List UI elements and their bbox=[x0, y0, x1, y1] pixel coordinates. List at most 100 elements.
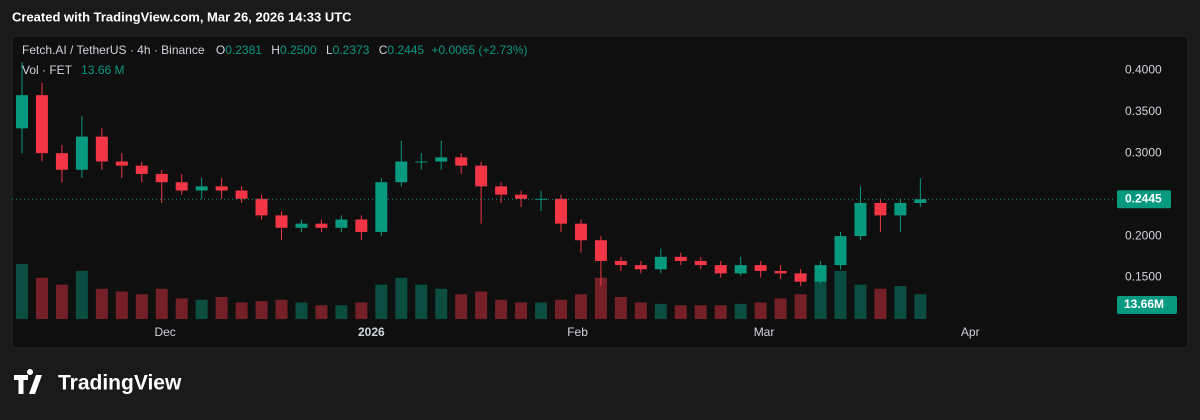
volume-bar bbox=[495, 299, 508, 319]
volume-bar bbox=[634, 302, 647, 319]
volume-bar bbox=[535, 302, 548, 319]
candle-body bbox=[335, 219, 348, 228]
volume-title: Vol · FET bbox=[22, 63, 73, 77]
volume-bar bbox=[774, 298, 787, 319]
volume-bar bbox=[674, 305, 687, 319]
candle-body bbox=[854, 202, 867, 237]
candle-body bbox=[475, 165, 488, 187]
volume-bar bbox=[894, 286, 907, 319]
logo-icon bbox=[14, 368, 42, 394]
candle-body bbox=[415, 161, 428, 163]
candle-body bbox=[674, 256, 687, 261]
volume-bar bbox=[315, 305, 328, 319]
candle-body bbox=[195, 186, 208, 191]
candle-body bbox=[455, 157, 468, 166]
volume-bar bbox=[295, 302, 308, 319]
volume-bar bbox=[794, 294, 807, 319]
volume-bar bbox=[854, 284, 867, 319]
logo: TradingView bbox=[14, 368, 182, 395]
volume-bar bbox=[255, 301, 268, 319]
candle-body bbox=[714, 265, 727, 274]
candle-body bbox=[694, 260, 707, 266]
volume-bar bbox=[515, 302, 528, 319]
volume-bar bbox=[335, 305, 348, 319]
volume-bar bbox=[435, 288, 448, 319]
volume-bar bbox=[694, 305, 707, 319]
y-tick-label: 0.3500 bbox=[1125, 104, 1162, 118]
candle-body bbox=[794, 273, 807, 282]
volume-value: 13.66 M bbox=[81, 63, 124, 77]
candle-body bbox=[215, 186, 228, 191]
legend-change: +0.0065 (+2.73%) bbox=[431, 43, 527, 57]
candle-body bbox=[614, 260, 627, 266]
x-tick-label: Mar bbox=[754, 325, 775, 339]
candle-body bbox=[295, 223, 308, 228]
volume-badge bbox=[1117, 296, 1177, 314]
volume-bar bbox=[375, 284, 388, 319]
legend-value: 0.2381 bbox=[225, 43, 262, 57]
volume-bar bbox=[754, 302, 767, 319]
candle-body bbox=[35, 95, 48, 154]
candle-body bbox=[435, 157, 448, 162]
volume-bar bbox=[235, 302, 248, 319]
candle-body bbox=[894, 202, 907, 216]
y-tick-label: 0.4000 bbox=[1125, 62, 1162, 76]
volume-bar bbox=[355, 302, 368, 319]
candle-body bbox=[654, 256, 667, 270]
y-tick-label: 0.1500 bbox=[1125, 270, 1162, 284]
volume-bar bbox=[35, 277, 48, 319]
volume-bar bbox=[115, 291, 128, 319]
legend-value: 0.2445 bbox=[387, 43, 424, 57]
candle-body bbox=[135, 165, 148, 174]
last-price-label: 0.2445 bbox=[1125, 191, 1162, 205]
candle-body bbox=[55, 153, 68, 170]
candle-body bbox=[594, 240, 607, 261]
volume-bar bbox=[175, 298, 188, 319]
volume-bar bbox=[155, 288, 168, 319]
chart-panel bbox=[11, 35, 1189, 349]
candle-body bbox=[874, 202, 887, 216]
candle-body bbox=[495, 186, 508, 195]
legend-label: O bbox=[216, 43, 225, 57]
legend-label: C bbox=[379, 43, 388, 57]
candle-body bbox=[834, 236, 847, 266]
symbol: Fetch.AI / TetherUS · 4h · Binance bbox=[22, 43, 205, 57]
last-price-badge bbox=[1117, 190, 1171, 209]
candle-body bbox=[315, 223, 328, 228]
volume-bar bbox=[75, 270, 88, 319]
x-tick-label: Feb bbox=[567, 325, 588, 339]
candle-body bbox=[914, 199, 927, 203]
volume-bar bbox=[734, 303, 747, 319]
volume-bar bbox=[95, 288, 108, 319]
volume-legend: Vol · FET 13.66 M bbox=[22, 63, 125, 77]
candle-body bbox=[574, 223, 587, 241]
candle-body bbox=[375, 182, 388, 232]
volume-bar bbox=[455, 294, 468, 319]
candle-body bbox=[255, 198, 268, 216]
candle-body bbox=[754, 265, 767, 271]
volume-bar bbox=[135, 294, 148, 319]
legend-value: 0.2373 bbox=[333, 43, 370, 57]
legend: Fetch.AI / TetherUS · 4h · Binance O0.23… bbox=[22, 43, 528, 57]
x-tick-label: 2026 bbox=[358, 325, 385, 339]
candle-body bbox=[95, 136, 108, 162]
candle-body bbox=[355, 219, 368, 232]
volume-bar bbox=[215, 297, 228, 319]
volume-bar bbox=[275, 299, 288, 319]
volume-bar bbox=[654, 303, 667, 319]
volume-bar bbox=[574, 294, 587, 319]
volume-bar bbox=[814, 277, 827, 319]
volume-bar bbox=[834, 270, 847, 319]
candle-body bbox=[75, 136, 88, 170]
volume-bar bbox=[475, 291, 488, 319]
candle-body bbox=[515, 194, 528, 199]
candle-body bbox=[235, 190, 248, 199]
watermark: Created with TradingView.com, Mar 26, 20… bbox=[12, 9, 352, 24]
legend-label: H bbox=[271, 43, 280, 57]
x-tick-label: Apr bbox=[961, 325, 980, 339]
volume-bar bbox=[555, 299, 567, 319]
volume-bar bbox=[55, 284, 68, 319]
candle-body bbox=[155, 173, 168, 183]
